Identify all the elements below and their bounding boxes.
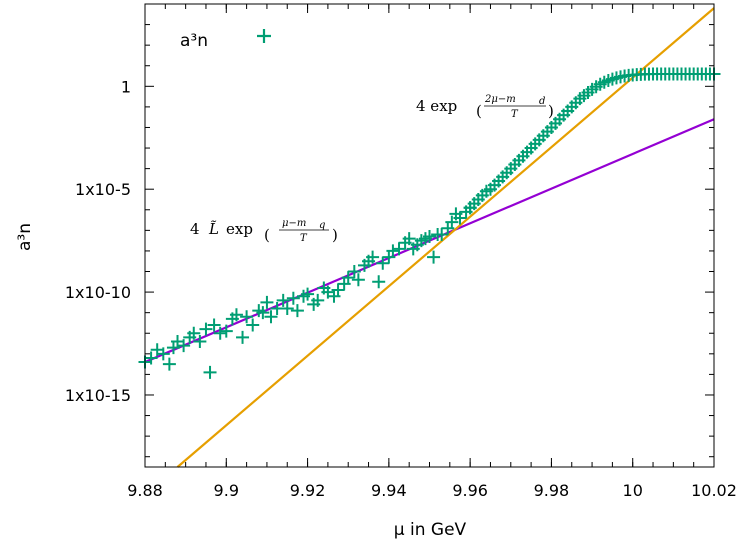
y-tick-label-0: 1 [121,77,131,96]
y-tick-label-3: 1x10-15 [65,386,131,405]
annotation-quark-lparen: ( [264,226,270,244]
annotation-quark-prefix: 4 [190,220,200,238]
legend: a³n [180,29,271,51]
data-point-63 [453,211,467,225]
annotation-diquark: 4 exp ( 2μ−m d T ) [416,94,554,120]
data-point-37 [331,283,345,297]
data-point-28 [286,291,300,305]
x-tick-label-3: 9.94 [371,481,407,500]
x-tick-label-4: 9.96 [452,481,488,500]
axis-ticks: 9.88 9.9 9.92 9.94 9.96 9.98 10 10.02 1 1x10-5 1x1… [65,3,737,500]
annotation-diquark-den: T [511,109,519,120]
data-point-46 [376,256,390,270]
data-point-1 [144,351,158,365]
chart-marks [138,7,721,468]
data-point-12 [203,365,217,379]
data-point-56 [423,230,436,244]
data-point-20 [246,318,260,332]
data-point-4 [162,357,176,371]
annotation-diquark-lparen: ( [476,102,482,120]
data-point-51 [402,232,416,246]
annotation-diquark-sub: d [539,96,545,107]
data-point-24 [264,310,278,324]
annotation-diquark-prefix: 4 exp [416,97,457,115]
fit-line-diquark [176,7,715,468]
y-tick-label-2: 1x10-10 [65,283,131,302]
annotation-quark-den: T [300,233,308,244]
data-point-27 [280,302,294,316]
data-point-3 [156,347,170,361]
annotation-diquark-rparen: ) [548,102,554,120]
data-point-11 [199,322,213,336]
y-tick-label-1: 1x10-5 [75,180,131,199]
annotation-quark-num: μ−m [282,218,306,229]
data-point-49 [392,242,406,256]
data-point-31 [301,287,315,301]
x-tick-label-0: 9.88 [127,481,163,500]
data-point-15 [219,324,233,338]
data-point-61 [445,215,459,229]
data-point-44 [366,250,380,264]
x-tick-label-5: 9.98 [534,481,570,500]
data-point-18 [236,330,250,344]
data-point-45 [372,275,386,289]
data-point-14 [213,326,227,340]
data-point-9 [187,326,201,340]
data-point-59 [435,227,449,241]
x-axis-label: μ in GeV [394,520,467,540]
data-point-41 [351,273,365,287]
data-point-22 [256,306,270,320]
annotation-quark-sub: q [319,220,325,231]
y-axis-label: a³n [15,223,35,251]
data-point-19 [240,310,254,324]
data-point-57 [427,250,441,264]
annotation-quark-rparen: ) [332,226,338,244]
annotation-diquark-num: 2μ−m [484,94,516,105]
x-tick-label-7: 10.02 [691,481,737,500]
data-point-17 [229,308,243,322]
x-tick-label-1: 9.9 [214,481,239,500]
data-point-39 [341,271,355,285]
data-point-10 [193,334,207,348]
data-point-40 [347,265,361,279]
x-tick-label-2: 9.92 [290,481,326,500]
data-point-29 [290,304,304,318]
legend-label: a³n [180,31,208,51]
data-point-23 [260,295,274,309]
annotation-quark: 4 L̃ exp ( μ−m q T ) [190,218,338,244]
legend-marker [257,29,271,43]
annotation-quark-L: L̃ [208,220,219,238]
annotation-quark-exp: exp [226,220,253,238]
data-point-13 [207,318,221,332]
data-point-48 [386,244,400,258]
data-point-7 [177,339,191,353]
data-point-33 [311,293,325,307]
x-tick-label-6: 10 [623,481,643,500]
data-point-26 [276,293,290,307]
